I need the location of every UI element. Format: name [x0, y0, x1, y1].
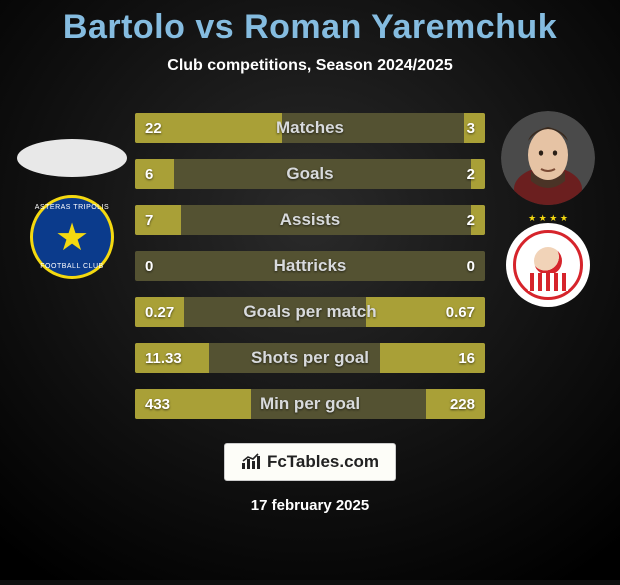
- stat-bar-bg: [135, 159, 485, 189]
- page-title: Bartolo vs Roman Yaremchuk: [63, 8, 557, 47]
- stat-bar-fill-right: [426, 389, 486, 419]
- stat-bar-fill-left: [135, 159, 174, 189]
- stat-row: Assists72: [135, 203, 485, 237]
- club-left-badge: ASTERAS TRIPOLIS ★ FOOTBALL CLUB: [30, 195, 114, 279]
- stat-bar-fill-right: [471, 159, 485, 189]
- stat-bars: Matches223 Goals62 Assists72 Hattricks00 Goa…: [135, 111, 485, 421]
- stat-bar-fill-right: [380, 343, 485, 373]
- stat-row: Hattricks00: [135, 249, 485, 283]
- star-icon: ★: [55, 215, 89, 260]
- stat-row: Shots per goal11.3316: [135, 341, 485, 375]
- face-icon: [501, 111, 595, 205]
- player-left-col: ASTERAS TRIPOLIS ★ FOOTBALL CLUB: [17, 111, 127, 279]
- club-right-ring: [513, 230, 583, 300]
- footer-date: 17 february 2025: [251, 497, 369, 514]
- stat-bar-fill-left: [135, 297, 184, 327]
- stat-row: Matches223: [135, 111, 485, 145]
- brand-text: FcTables.com: [267, 452, 379, 472]
- subtitle: Club competitions, Season 2024/2025: [167, 57, 452, 75]
- stat-bar-bg: [135, 251, 485, 281]
- stat-bar-bg: [135, 113, 485, 143]
- stat-row: Goals per match0.270.67: [135, 295, 485, 329]
- player-right-avatar: [501, 111, 595, 205]
- stat-bar-fill-left: [135, 343, 209, 373]
- stat-bar-fill-left: [135, 113, 282, 143]
- stat-bar-bg: [135, 343, 485, 373]
- stat-bar-fill-right: [471, 205, 485, 235]
- stat-row: Goals62: [135, 157, 485, 191]
- club-right-badge: ★ ★ ★ ★: [506, 223, 590, 307]
- footer: FcTables.com 17 february 2025: [224, 443, 396, 514]
- stat-bar-fill-right: [464, 113, 485, 143]
- brand-link[interactable]: FcTables.com: [224, 443, 396, 481]
- stat-bar-bg: [135, 205, 485, 235]
- stat-row: Min per goal433228: [135, 387, 485, 421]
- stat-bar-fill-right: [366, 297, 485, 327]
- stat-bar-fill-left: [135, 205, 181, 235]
- player-left-avatar: [17, 139, 127, 177]
- club-left-text-bottom: FOOTBALL CLUB: [33, 263, 111, 270]
- stat-bar-bg: [135, 297, 485, 327]
- player-right-col: ★ ★ ★ ★: [493, 111, 603, 307]
- stat-bar-fill-left: [135, 389, 251, 419]
- comparison-row: ASTERAS TRIPOLIS ★ FOOTBALL CLUB Matches…: [0, 111, 620, 421]
- chart-icon: [241, 452, 261, 473]
- club-left-text-top: ASTERAS TRIPOLIS: [33, 204, 111, 211]
- stat-bar-bg: [135, 389, 485, 419]
- club-right-stars: ★ ★ ★ ★: [528, 213, 568, 224]
- club-right-head-icon: [534, 247, 562, 275]
